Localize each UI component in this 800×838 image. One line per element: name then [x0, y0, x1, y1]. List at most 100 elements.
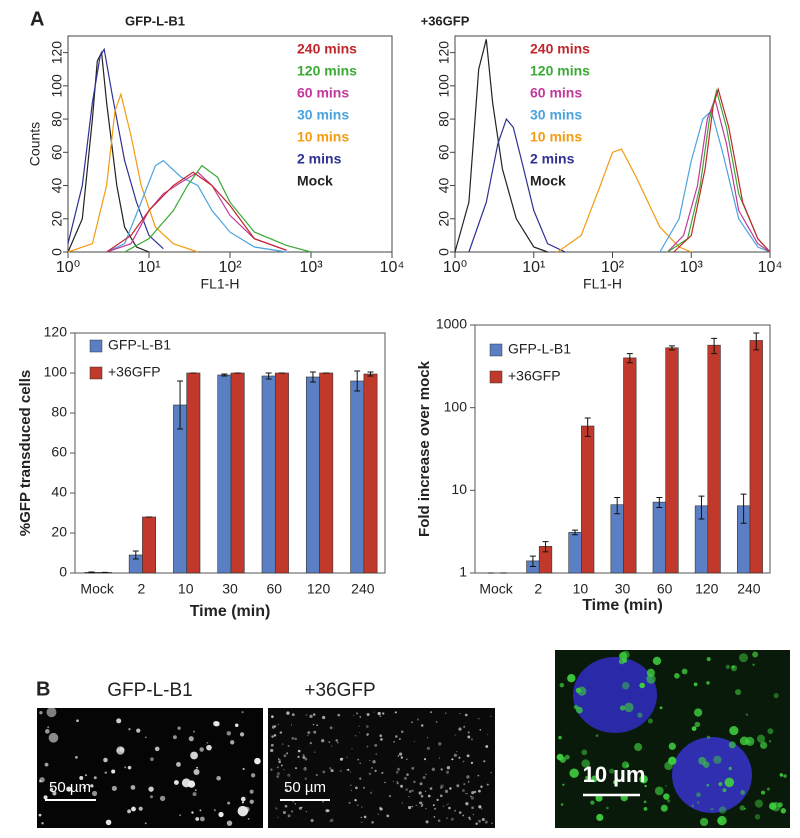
spot [283, 769, 285, 771]
legend-label: Mock [297, 173, 333, 189]
error-bar [367, 371, 374, 377]
spot [192, 792, 197, 797]
spot [254, 757, 261, 765]
spot [372, 760, 376, 764]
spot [330, 745, 333, 747]
x-tick-label: 10³ [680, 259, 704, 276]
spot [199, 809, 202, 812]
error-bar [132, 550, 139, 560]
spot [382, 712, 385, 715]
spot [379, 807, 383, 811]
spot [226, 820, 233, 826]
spot [400, 730, 404, 734]
x-tick-label: 2 [138, 581, 146, 597]
spot [92, 790, 98, 797]
spot [275, 807, 278, 810]
spot [458, 811, 462, 815]
spot [639, 774, 648, 784]
histogram-line [454, 39, 548, 253]
spot [38, 813, 42, 817]
x-axis-label: Time (min) [582, 597, 663, 614]
spot [634, 743, 643, 752]
spot [321, 739, 325, 743]
spot [270, 768, 273, 771]
x-tick-label: 10⁴ [758, 259, 783, 276]
histogram-line [557, 148, 692, 253]
spot [206, 742, 209, 744]
spot [195, 817, 200, 821]
spot [465, 792, 467, 795]
histogram-line [667, 97, 771, 253]
spot [330, 818, 334, 822]
error-bar [354, 370, 361, 392]
spot [128, 728, 131, 731]
spot [559, 756, 566, 763]
spot [644, 784, 647, 788]
spot [450, 817, 454, 821]
spot [769, 740, 772, 743]
spot [646, 668, 655, 677]
spot [427, 794, 431, 798]
spot [663, 793, 670, 800]
spot [585, 775, 590, 781]
x-tick-label: 10¹ [137, 259, 160, 276]
spot [394, 711, 397, 714]
bar [665, 347, 679, 574]
spot [249, 799, 254, 804]
spot [581, 759, 590, 768]
spot [481, 817, 485, 821]
panel-label: A [30, 8, 44, 30]
spot [44, 729, 50, 734]
spot [313, 730, 317, 734]
error-bar [221, 373, 228, 377]
spot [478, 789, 481, 793]
spot [403, 776, 407, 780]
legend-label: Mock [530, 173, 566, 189]
y-tick-label: 1 [459, 564, 467, 580]
spot [713, 755, 722, 765]
spot [739, 805, 745, 811]
spot [458, 727, 462, 731]
spot [276, 772, 281, 776]
bar [652, 501, 666, 574]
spot [365, 725, 369, 729]
x-tick-label: 240 [737, 581, 761, 597]
spot [752, 663, 755, 667]
spot [294, 767, 298, 770]
spot [322, 715, 326, 720]
spot [276, 775, 279, 778]
spot [654, 786, 664, 796]
error-bar [542, 541, 549, 553]
y-tick-label: 60 [49, 144, 65, 160]
spot [485, 745, 489, 748]
spot [564, 754, 570, 760]
spot [439, 794, 443, 798]
micrograph-detail [38, 650, 787, 827]
spot [590, 800, 595, 805]
x-tick-label: 10⁰ [443, 259, 467, 276]
spot [702, 761, 710, 768]
spot [694, 721, 701, 728]
spot [643, 807, 648, 811]
spot [437, 819, 441, 823]
legend-swatch [89, 366, 103, 380]
spot [718, 782, 723, 787]
x-tick-label: 10 [178, 581, 194, 597]
bar [142, 516, 157, 574]
bar [261, 375, 276, 574]
spot [297, 755, 300, 758]
spot [329, 820, 331, 823]
spot [447, 803, 449, 805]
spot [329, 726, 333, 730]
spot [282, 743, 284, 745]
histogram-line [67, 92, 198, 253]
spot [373, 711, 375, 713]
error-bar [668, 345, 675, 351]
image-title: GFP-L-B1 [107, 680, 193, 701]
spot [111, 769, 116, 774]
spot [420, 724, 424, 727]
spot [605, 806, 609, 810]
spot [397, 767, 401, 771]
spot [463, 783, 466, 786]
